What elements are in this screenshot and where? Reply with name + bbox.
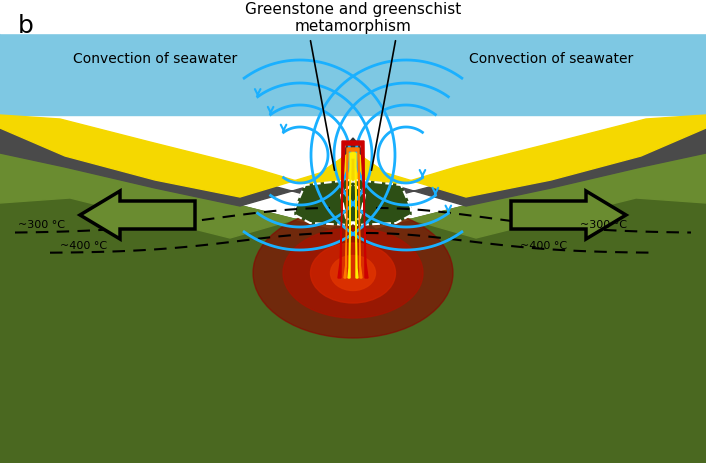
Text: Convection of seawater: Convection of seawater bbox=[469, 52, 633, 66]
Text: ~300 °C: ~300 °C bbox=[18, 219, 65, 230]
Polygon shape bbox=[348, 154, 358, 278]
Polygon shape bbox=[0, 154, 370, 238]
Polygon shape bbox=[353, 154, 706, 238]
Polygon shape bbox=[353, 154, 706, 463]
Text: ~400 °C: ~400 °C bbox=[60, 240, 107, 250]
Text: Greenstone and greenschist
metamorphism: Greenstone and greenschist metamorphism bbox=[245, 2, 461, 34]
Bar bbox=[0, 278, 706, 463]
Ellipse shape bbox=[330, 256, 376, 291]
Polygon shape bbox=[341, 181, 411, 225]
Bar bbox=[0, 0, 706, 116]
Polygon shape bbox=[0, 154, 370, 463]
Text: ~400 °C: ~400 °C bbox=[520, 240, 567, 250]
Polygon shape bbox=[351, 129, 706, 206]
Text: b: b bbox=[18, 14, 34, 38]
FancyArrow shape bbox=[80, 192, 195, 239]
Polygon shape bbox=[338, 142, 368, 278]
Ellipse shape bbox=[283, 229, 423, 319]
Ellipse shape bbox=[253, 208, 453, 338]
Polygon shape bbox=[295, 181, 365, 225]
Polygon shape bbox=[338, 116, 706, 198]
Text: ~300 °C: ~300 °C bbox=[580, 219, 627, 230]
FancyArrow shape bbox=[511, 192, 626, 239]
Text: Convection of seawater: Convection of seawater bbox=[73, 52, 237, 66]
Polygon shape bbox=[330, 139, 376, 188]
Polygon shape bbox=[344, 149, 362, 278]
Polygon shape bbox=[0, 129, 370, 206]
Ellipse shape bbox=[311, 244, 395, 303]
Polygon shape bbox=[0, 116, 368, 198]
Bar bbox=[0, 0, 706, 34]
